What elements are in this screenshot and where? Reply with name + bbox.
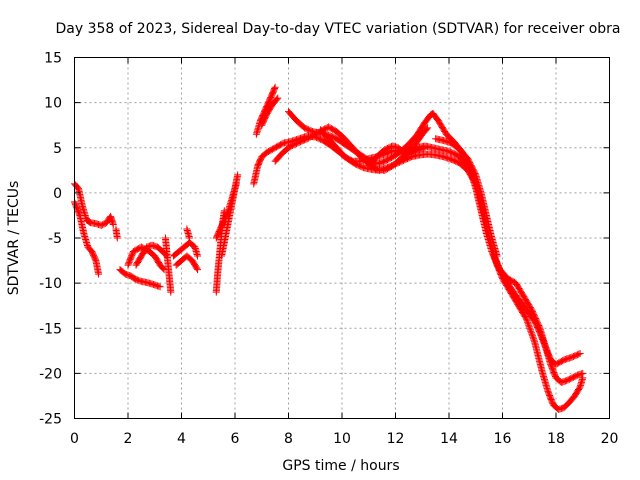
data-point	[524, 320, 532, 328]
data-point	[528, 332, 536, 340]
x-tick-label: 18	[547, 431, 565, 447]
y-tick-label: -15	[39, 321, 62, 337]
data-point	[525, 321, 533, 329]
data-point	[156, 283, 164, 291]
x-tick-label: 10	[333, 431, 351, 447]
data-point	[528, 330, 536, 338]
data-point	[525, 323, 533, 331]
data-point	[523, 317, 531, 325]
data-point	[575, 350, 583, 358]
y-tick-labels: -25 -20 -15 -10 -5 0 5 10 15	[39, 51, 62, 428]
data-point	[95, 270, 103, 278]
data-point	[530, 336, 538, 344]
y-axis-label: SDTVAR / TECUs	[6, 181, 22, 296]
x-tick-label: 6	[231, 431, 240, 447]
y-tick-label: 0	[53, 186, 62, 202]
data-point	[471, 169, 479, 177]
x-axis-label: GPS time / hours	[282, 458, 399, 474]
data-point	[113, 234, 121, 242]
data-point	[493, 252, 501, 260]
x-tick-label: 2	[124, 431, 133, 447]
data-point	[194, 252, 202, 260]
data-point	[421, 144, 429, 152]
y-tick-label: -5	[48, 231, 62, 247]
data-point	[522, 314, 530, 322]
x-tick-label: 12	[387, 431, 405, 447]
x-tick-label: 14	[440, 431, 458, 447]
data-point	[194, 266, 202, 274]
data-point	[167, 288, 175, 296]
data-point	[576, 350, 584, 358]
y-tick-label: -10	[39, 276, 62, 292]
axis-ticks	[74, 57, 610, 419]
data-point	[529, 333, 537, 341]
grid-lines	[74, 57, 610, 419]
chart-title: Day 358 of 2023, Sidereal Day-to-day VTE…	[55, 21, 620, 37]
x-tick-label: 0	[70, 431, 79, 447]
data-points	[71, 83, 587, 413]
x-tick-label: 20	[601, 431, 619, 447]
data-point	[530, 335, 538, 343]
y-tick-label: -20	[39, 366, 62, 382]
data-point	[424, 124, 432, 132]
data-point	[274, 94, 282, 102]
x-tick-label: 8	[284, 431, 293, 447]
data-point	[75, 210, 83, 218]
data-point	[524, 318, 532, 326]
data-point	[423, 125, 431, 133]
y-tick-label: 15	[44, 51, 62, 67]
data-point	[579, 369, 587, 377]
data-point	[527, 327, 535, 335]
data-point	[526, 324, 534, 332]
data-point	[526, 326, 534, 334]
x-tick-label: 4	[177, 431, 186, 447]
x-tick-labels: 0 2 4 6 8 10 12 14 16 18 20	[70, 431, 618, 447]
data-point	[109, 220, 117, 228]
data-point	[271, 85, 279, 93]
data-point	[186, 234, 194, 242]
data-point	[523, 315, 531, 323]
data-point	[527, 329, 535, 337]
data-point	[234, 171, 242, 179]
y-tick-label: -25	[39, 412, 62, 428]
data-point	[273, 95, 281, 103]
y-tick-label: 10	[44, 96, 62, 112]
data-point	[193, 264, 201, 272]
data-point	[271, 83, 279, 91]
y-tick-label: 5	[53, 141, 62, 157]
x-tick-label: 16	[494, 431, 512, 447]
